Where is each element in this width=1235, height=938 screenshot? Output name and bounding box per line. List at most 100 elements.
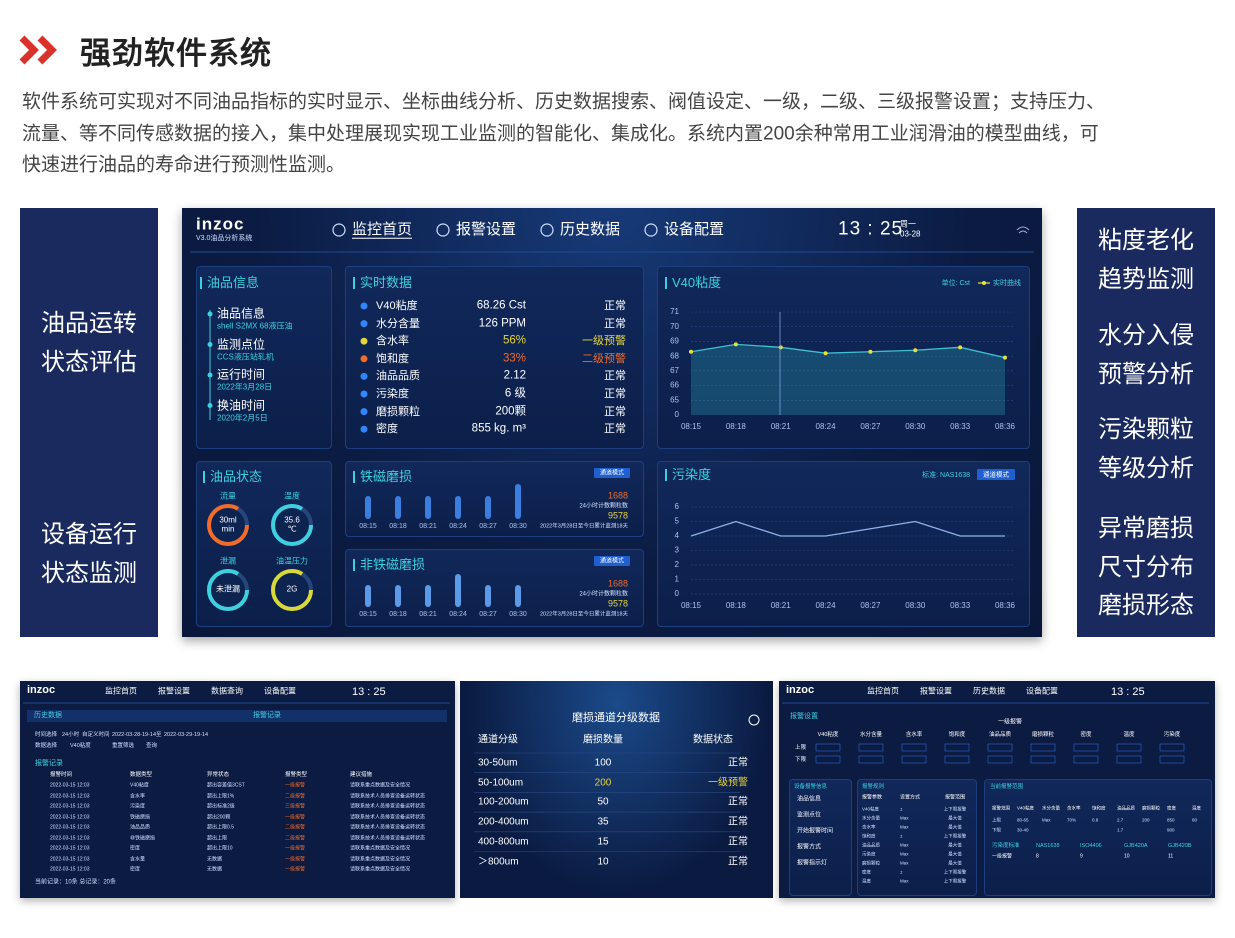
record-title: 报警记录 [35,760,63,768]
table-cell: Max [900,815,909,821]
oil-info-panel [196,266,332,449]
table-cell: 二级报警 [285,834,306,841]
table-cell: 最大值 [948,851,962,857]
table-cell: 70% [1067,817,1077,823]
column-header: 磨损数量 [583,734,623,746]
table-cell: 密度 [862,869,871,875]
clock: 13 : 25 [838,218,904,240]
nav-item: 设备配置 [664,220,725,238]
nav-item: 报警设置 [920,686,952,696]
table-cell: V40粘度 [130,782,149,789]
info-label: 油品信息 [217,306,266,321]
column-header: 温度 [1123,731,1135,738]
timeline-dot [207,403,213,408]
input-box [858,755,884,764]
note: 2022年3月28日至今日累计监测18天 [540,521,629,529]
point [733,342,738,347]
gauge-value: min [221,524,235,534]
metric-value: 2.12 [503,370,526,383]
metric-value: 68.26 Cst [476,299,526,312]
column-header: 报警时间 [50,771,73,778]
gauge-value: 35.6 [284,515,300,525]
x-tick-label: 08:24 [816,422,837,431]
point [913,348,918,353]
title-bar [665,469,667,481]
table-cell: Max [900,860,909,866]
column-header: 饱和度 [948,731,966,738]
input-box [1073,755,1099,764]
table-cell: ± [900,833,903,839]
x-tick-label: 08:27 [860,422,881,431]
gauge-label: 油温压力 [276,556,308,566]
table-cell: 2022-03-15 12:03 [50,813,90,820]
table-cell: 2022-03-15 12:03 [50,824,90,831]
filter-item: 数据选择 [35,742,58,749]
feature-label: 尺寸分布 [1098,553,1194,581]
table-cell: 无数据 [207,855,223,862]
unit-label: 单位: Cst [942,278,970,287]
status-dot [360,425,368,433]
nav-item: 设备配置 [264,686,296,696]
table-cell: 超出200颗 [207,813,231,820]
table-cell: 上下限报警 [943,869,967,875]
metric-name: 污染度 [376,387,409,400]
gauge-value: ℃ [287,524,297,534]
table-cell: 请联系技术人员排查设备运转状态 [350,792,426,799]
x-tick-label: 08:24 [816,601,837,610]
x-tick-label: 08:21 [419,523,437,530]
line [690,520,1005,537]
title-bar [353,559,355,571]
table-cell: 2022-03-15 12:03 [50,855,90,862]
table-cell: 请联系重点数据及安全情况 [350,845,411,852]
x-tick-label: 08:18 [389,611,407,618]
table-cell: 油品品质 [862,842,880,848]
table-cell: 超出上限10 [207,845,233,852]
column-header: 密度 [1167,805,1176,811]
x-tick-label: 08:36 [995,601,1016,610]
total: 9578 [608,598,628,608]
column-header: 污染度 [1163,731,1181,738]
table-cell: 一级预警 [708,777,748,789]
table-cell: 2.7 [1117,817,1124,823]
count: 1688 [608,578,628,588]
table-cell: 污染度 [130,803,146,810]
title-bar [353,277,355,289]
table-cell: 一级报警 [285,855,306,862]
info-value: 2020年2月5日 [217,413,268,423]
table-cell: 铁磁磨损 [130,813,151,820]
table-cell: 二级报警 [285,824,306,831]
chart-title: 非铁磁磨损 [360,556,426,572]
table-cell: ＞800um [478,856,519,867]
table-cell: 请联系技术人员排查设备运转状态 [350,824,426,831]
x-tick-label: 08:24 [449,523,467,530]
panel-title: 报警规则 [862,783,885,790]
feature-label: 水分入侵 [1098,321,1194,349]
table-cell: 30-50um [478,757,518,769]
line [690,343,1006,359]
x-tick-label: 08:30 [509,523,527,530]
info-label: 油品信息 [797,796,822,803]
y-tick-label: 0 [675,410,680,419]
point [868,349,873,354]
metric-value: 855 kg. m³ [471,422,526,435]
description-line: 快速进行油品的寿命进行预测性监测。 [22,154,346,176]
nav-item: 监控首页 [105,686,137,696]
table-cell: 2022-03-15 12:03 [50,845,90,852]
y-tick-label: 0 [675,589,680,598]
info-label: 监测点位 [797,812,822,819]
table-cell: 非铁磁磨损 [130,834,156,841]
filter-item: 重置筛选 [112,742,135,749]
bar [515,585,521,607]
filter-item: 自定义时间 [82,731,110,738]
table-cell: 900 [1167,827,1175,833]
chart-title: V40粘度 [672,274,722,290]
status-dot [360,320,368,328]
nav-item: 数据查询 [211,686,243,696]
table-cell: 15 [597,836,609,848]
legend-label: 实时曲线 [993,278,1021,287]
v40-panel [657,266,1030,449]
table-cell: 上下限报警 [943,833,967,839]
x-tick-label: 08:33 [950,422,971,431]
column-header: 报警参数 [862,794,883,801]
